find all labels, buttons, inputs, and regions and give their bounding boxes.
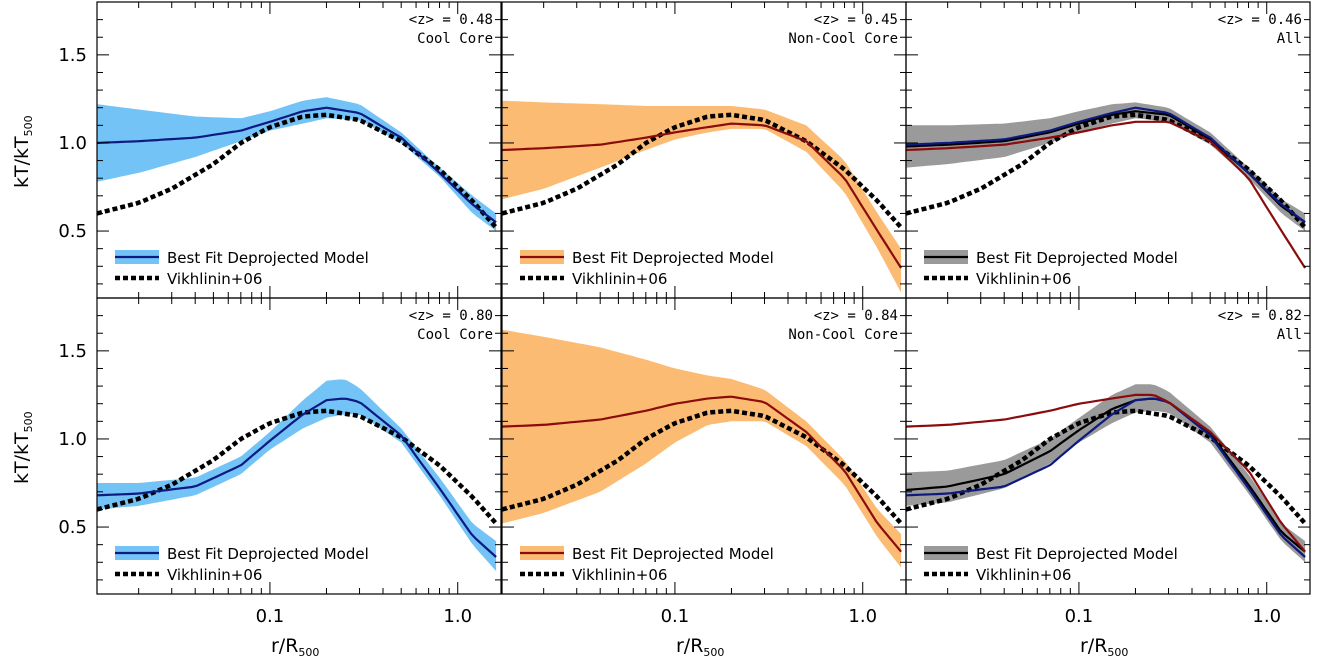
legend-best-fit: Best Fit Deprojected Model [572,249,774,267]
best-fit-line-noncool [906,120,1307,269]
panel-top-middle: <z> = 0.45 Non-Cool Core Best Fit Deprojec… [501,1,907,299]
x-axis-title: r/R500 [1080,635,1128,659]
best-fit-line-noncool [502,122,903,269]
uncertainty-band [97,379,497,572]
panel-bottom-left: <z> = 0.80 Cool Core Best Fit Deprojected … [11,297,502,659]
panel-frame [905,297,1311,595]
y-axis-title: kT/kT500 [11,411,35,484]
y-tick-label: 1.5 [58,341,87,362]
best-fit-line-noncool [502,395,902,553]
legend-best-fit: Best Fit Deprojected Model [976,249,1178,267]
legend-vikhlinin: Vikhlinin+06 [976,566,1071,584]
legend-best-fit: Best Fit Deprojected Model [167,545,369,563]
sample-label: Cool Core [417,327,493,343]
vikhlinin-curve [502,408,903,525]
legend-best-fit: Best Fit Deprojected Model [572,545,774,563]
redshift-label: <z> = 0.84 [814,308,898,324]
x-tick-label: 1.0 [848,606,877,627]
x-tick-label: 0.1 [256,606,285,627]
panel-top-left: <z> = 0.48 Cool Core Best Fit Deprojected … [11,1,502,299]
legend-vikhlinin: Vikhlinin+06 [572,566,667,584]
y-axis-title: kT/kT500 [11,115,35,188]
vikhlinin-curve [502,112,903,229]
vikhlinin-curve [97,408,498,525]
vikhlinin-curve [97,112,498,229]
sample-label: All [1277,327,1302,343]
legend-best-fit: Best Fit Deprojected Model [167,249,369,267]
y-tick-label: 1.5 [58,45,87,66]
x-tick-label: 1.0 [443,606,472,627]
x-tick-label: 0.1 [1065,606,1094,627]
panel-bottom-middle: <z> = 0.84 Non-Cool Core Best Fit Deprojec… [501,297,907,659]
redshift-label: <z> = 0.80 [409,308,493,324]
best-fit-line-cool [97,397,497,558]
sample-label: All [1277,31,1302,47]
best-fit-line-cool [906,106,1306,224]
legend-best-fit: Best Fit Deprojected Model [976,545,1178,563]
sample-label: Non-Cool Core [788,31,898,47]
x-axis-title: r/R500 [271,635,319,659]
uncertainty-band [502,100,902,293]
best-fit-line-noncool [906,393,1306,553]
redshift-label: <z> = 0.82 [1218,308,1302,324]
legend-vikhlinin: Vikhlinin+06 [976,270,1071,288]
x-tick-label: 0.1 [661,606,690,627]
redshift-label: <z> = 0.45 [814,12,898,28]
vikhlinin-curve [906,112,1307,229]
uncertainty-band [906,384,1306,563]
sample-label: Cool Core [417,31,493,47]
panel-frame [96,297,502,595]
y-tick-label: 0.5 [58,221,87,242]
panel-top-right: <z> = 0.46 All Best Fit Deprojected Model V… [905,1,1311,299]
legend-vikhlinin: Vikhlinin+06 [167,270,262,288]
best-fit-line-all [906,397,1306,553]
best-fit-line-cool [906,397,1306,558]
panel-bottom-right: <z> = 0.82 All Best Fit Deprojected Model V… [905,297,1311,659]
y-tick-label: 1.0 [58,133,87,154]
legend-vikhlinin: Vikhlinin+06 [572,270,667,288]
vikhlinin-curve [906,408,1307,525]
uncertainty-band [502,329,902,568]
x-axis-title: r/R500 [676,635,724,659]
y-tick-label: 0.5 [58,517,87,538]
x-tick-label: 1.0 [1252,606,1281,627]
redshift-label: <z> = 0.46 [1218,12,1302,28]
redshift-label: <z> = 0.48 [409,12,493,28]
best-fit-line-cool [97,106,497,224]
uncertainty-band [97,97,497,231]
legend-vikhlinin: Vikhlinin+06 [167,566,262,584]
sample-label: Non-Cool Core [788,327,898,343]
y-tick-label: 1.0 [58,429,87,450]
